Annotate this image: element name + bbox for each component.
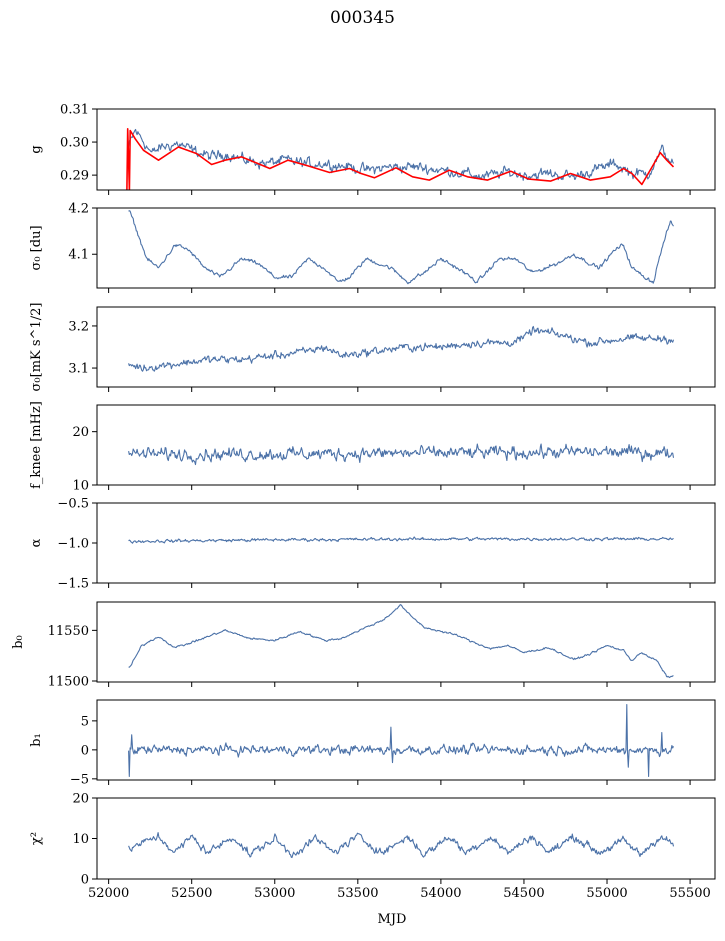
y-tick-label: 0.31 [60, 103, 89, 118]
panel-5: −1.5 −1.0 −0.5 α [29, 497, 716, 592]
y-tick-label: −1.0 [57, 537, 89, 552]
x-tick-label: 52500 [171, 886, 212, 901]
y-axis-label: σ₀[mK s^1/2] [29, 303, 44, 392]
y-tick-label: 11550 [48, 624, 89, 639]
figure-title: 000345 [330, 8, 395, 28]
panel-8: 0 10 20 52000 52500 53000 53500 54000 54500 55000… [29, 792, 716, 901]
series-group [128, 604, 674, 679]
y-tick-label: −1.5 [57, 577, 89, 592]
y-tick-label: 0 [81, 873, 89, 888]
data-series-line [128, 443, 675, 466]
panel-2: 4.1 4.2 σ₀ [du] [29, 202, 716, 293]
y-axis-label: α [29, 538, 44, 547]
panel-6: 11500 11550 b₀ [11, 601, 716, 689]
y-tick-label: 3.1 [68, 362, 89, 377]
data-series-line [128, 832, 675, 859]
series-group [128, 210, 674, 285]
axes-frame [96, 207, 716, 289]
y-axis-label: χ² [29, 832, 44, 845]
y-axis-label: σ₀ [du] [29, 225, 44, 270]
y-axis-label: b₀ [11, 635, 26, 649]
y-tick-label: 4.1 [68, 248, 89, 263]
y-tick-label: 0.30 [60, 136, 89, 151]
x-tick-label: 55000 [586, 886, 627, 901]
panel-3: 3.1 3.2 σ₀[mK s^1/2] [29, 303, 716, 392]
x-tick-label: 52000 [88, 886, 129, 901]
series-group [128, 832, 675, 859]
axes-frame [96, 699, 716, 781]
series-group [128, 536, 674, 544]
y-axis-label: b₁ [29, 733, 44, 747]
y-tick-label: 10 [72, 832, 89, 847]
x-axis-label: MJD [378, 912, 407, 927]
y-tick-label: 11500 [48, 674, 89, 689]
axes-frame [96, 502, 716, 584]
y-tick-label: −5 [70, 772, 89, 787]
series-group [128, 325, 675, 372]
x-tick-label: 55500 [669, 886, 710, 901]
data-series-line [128, 325, 675, 372]
x-tick-label: 53500 [337, 886, 378, 901]
x-tick-label: 53000 [254, 886, 295, 901]
y-tick-label: −0.5 [57, 497, 89, 512]
y-tick-label: 10 [72, 479, 89, 494]
panel-4: 10 20 f_knee [mHz] [29, 401, 716, 494]
y-tick-label: 5 [81, 714, 89, 729]
data-series-line [128, 704, 674, 778]
x-tick-label: 54000 [420, 886, 461, 901]
data-series-line [128, 210, 674, 285]
series-group [126, 128, 675, 190]
series-group [128, 704, 674, 778]
y-axis-label: f_knee [mHz] [29, 401, 44, 489]
axes-frame [96, 108, 716, 191]
y-tick-label: 3.2 [68, 319, 89, 334]
axes-frame [96, 601, 716, 683]
y-tick-label: 0 [81, 743, 89, 758]
y-axis-label: g [29, 145, 44, 153]
data-series-line [128, 128, 674, 181]
axes-frame [96, 404, 716, 486]
y-tick-label: 20 [72, 792, 89, 807]
y-tick-label: 20 [72, 425, 89, 440]
data-series-line [128, 536, 674, 544]
y-tick-label: 0.29 [60, 169, 89, 184]
model-series-line [126, 128, 675, 190]
panel-1: 0.29 0.30 0.31 g [29, 103, 716, 195]
axes-frame [96, 306, 716, 388]
x-tick-label: 54500 [503, 886, 544, 901]
y-tick-label: 4.2 [68, 202, 89, 217]
panel-7: −5 0 5 b₁ [29, 699, 716, 787]
data-series-line [128, 604, 674, 679]
series-group [128, 443, 675, 466]
